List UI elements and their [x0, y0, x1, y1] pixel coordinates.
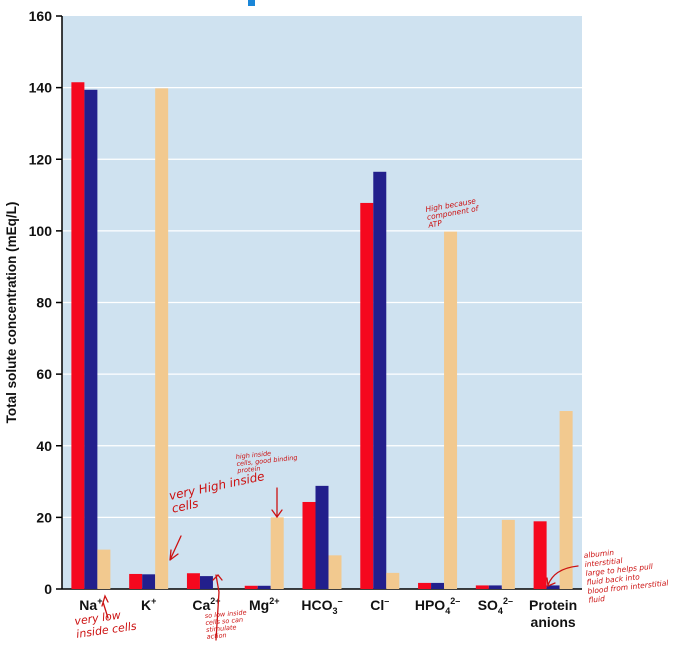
y-tick-label: 0: [44, 581, 52, 597]
y-tick-label: 20: [36, 509, 52, 525]
bar: [386, 572, 400, 589]
bar: [373, 171, 387, 590]
bar: [142, 574, 156, 589]
x-tick-label: Cl–: [370, 596, 389, 613]
y-tick-label: 40: [36, 438, 52, 454]
y-tick-label: 80: [36, 295, 52, 311]
bar: [501, 519, 515, 589]
bar: [546, 585, 560, 589]
annotation-arrow: [212, 574, 223, 641]
bar: [129, 573, 143, 589]
annotation-arrow: [271, 487, 283, 519]
bar: [444, 231, 458, 589]
x-tick-label: HCO3–: [301, 596, 342, 616]
x-tick-label: Na+: [79, 596, 102, 613]
x-tick-label: HPO42–: [415, 596, 460, 616]
y-tick-label: 60: [36, 366, 52, 382]
bar: [71, 82, 85, 590]
x-tick-label: Mg2+: [249, 596, 279, 613]
bar: [431, 582, 445, 589]
bar: [315, 485, 329, 589]
y-axis-label: Total solute concentration (mEq/L): [4, 202, 19, 424]
bar: [186, 573, 200, 589]
bar: [257, 585, 271, 589]
bar: [155, 88, 169, 589]
y-tick-label: 140: [29, 80, 53, 96]
bar: [418, 582, 432, 589]
bar: [475, 585, 489, 589]
bar: [270, 517, 284, 589]
bar: [97, 549, 111, 589]
annotation-arrow: [169, 535, 182, 561]
y-tick-label: 120: [29, 151, 53, 167]
annotation-protein-note: albumininterstitiallarge to helps pullfl…: [583, 542, 670, 604]
bar: [559, 411, 573, 589]
bar: [328, 555, 342, 589]
top-marker: [248, 0, 255, 6]
bar: [360, 202, 374, 589]
x-tick-label: SO42–: [478, 596, 513, 616]
bar: [533, 521, 547, 589]
x-tick-label: Protein: [529, 597, 577, 613]
x-tick-label: Ca2+: [192, 596, 220, 613]
annotation-ca-note: so low insidecells so canstimulateaction: [204, 608, 248, 641]
bar: [488, 585, 502, 589]
y-tick-label: 100: [29, 223, 53, 239]
x-tick-label-line2: anions: [531, 614, 576, 630]
annotation-arrow: [101, 594, 109, 619]
bar: [199, 576, 213, 589]
bar: [84, 89, 98, 590]
annotation-arrow: [546, 565, 579, 587]
bar: [302, 501, 316, 589]
x-tick-label: K+: [141, 596, 156, 613]
bar: [244, 585, 258, 589]
y-tick-label: 160: [29, 8, 53, 24]
